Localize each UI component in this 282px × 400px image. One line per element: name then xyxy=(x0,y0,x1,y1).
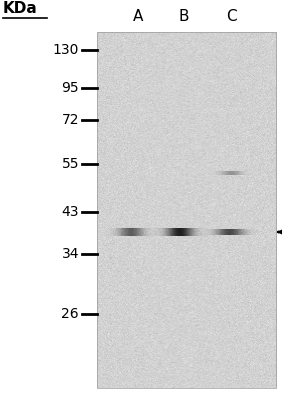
Bar xyxy=(230,229,231,235)
Bar xyxy=(248,229,249,235)
Text: KDa: KDa xyxy=(3,1,38,16)
Bar xyxy=(242,229,243,235)
Bar xyxy=(211,229,212,235)
Bar xyxy=(212,229,213,235)
Text: 55: 55 xyxy=(61,157,79,171)
Bar xyxy=(260,229,261,235)
Bar xyxy=(202,229,203,235)
Text: B: B xyxy=(178,9,189,24)
Text: 72: 72 xyxy=(61,113,79,127)
Bar xyxy=(232,229,233,235)
Bar xyxy=(247,229,248,235)
Bar xyxy=(249,229,250,235)
Bar xyxy=(246,229,247,235)
Bar xyxy=(223,229,224,235)
Bar xyxy=(219,229,220,235)
Bar xyxy=(209,229,210,235)
Bar xyxy=(237,229,238,235)
Text: A: A xyxy=(133,9,143,24)
Bar xyxy=(226,229,227,235)
Text: 130: 130 xyxy=(52,43,79,57)
Bar xyxy=(250,229,251,235)
Bar xyxy=(218,229,219,235)
Text: 43: 43 xyxy=(61,205,79,219)
Text: 95: 95 xyxy=(61,81,79,95)
Bar xyxy=(238,229,239,235)
Bar xyxy=(231,229,232,235)
Bar xyxy=(97,32,276,388)
Bar xyxy=(222,229,223,235)
Bar xyxy=(236,229,237,235)
Bar xyxy=(206,229,207,235)
Bar xyxy=(227,229,228,235)
Bar xyxy=(217,229,218,235)
Bar xyxy=(201,229,202,235)
Bar xyxy=(244,229,245,235)
Bar xyxy=(224,229,225,235)
Bar xyxy=(221,229,222,235)
Bar xyxy=(208,229,209,235)
Bar xyxy=(228,229,229,235)
Bar xyxy=(214,229,215,235)
Bar xyxy=(234,229,235,235)
Bar xyxy=(252,229,253,235)
Bar xyxy=(210,229,211,235)
Bar xyxy=(253,229,254,235)
Bar xyxy=(255,229,256,235)
Bar xyxy=(207,229,208,235)
Bar xyxy=(245,229,246,235)
Bar xyxy=(259,229,260,235)
Bar xyxy=(203,229,204,235)
Bar xyxy=(239,229,240,235)
Bar xyxy=(205,229,206,235)
Text: C: C xyxy=(226,9,237,24)
Bar xyxy=(220,229,221,235)
Bar xyxy=(204,229,205,235)
Bar xyxy=(199,229,200,235)
Bar xyxy=(257,229,258,235)
Text: 26: 26 xyxy=(61,307,79,321)
Bar xyxy=(225,229,226,235)
Text: 34: 34 xyxy=(61,247,79,261)
Bar xyxy=(215,229,216,235)
Bar xyxy=(235,229,236,235)
Bar xyxy=(243,229,244,235)
Bar xyxy=(258,229,259,235)
Bar xyxy=(229,229,230,235)
Bar xyxy=(251,229,252,235)
Bar xyxy=(213,229,214,235)
Bar xyxy=(233,229,234,235)
Bar xyxy=(241,229,242,235)
Bar xyxy=(200,229,201,235)
Bar xyxy=(256,229,257,235)
Bar xyxy=(216,229,217,235)
Bar xyxy=(240,229,241,235)
Bar xyxy=(254,229,255,235)
